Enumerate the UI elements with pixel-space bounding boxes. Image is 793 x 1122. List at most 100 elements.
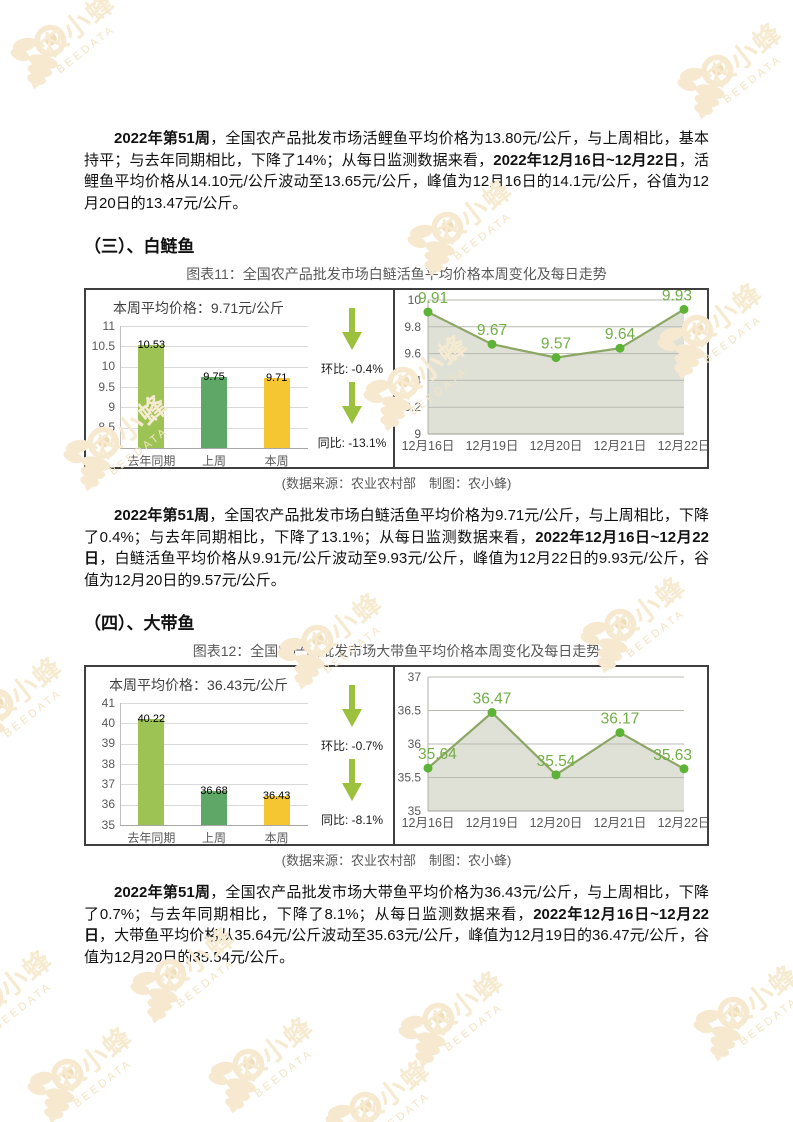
x-axis-date-label: 12月19日 [466,816,519,830]
area-fill [428,712,684,811]
watermark-brand-cn: 农小蜂 [232,1010,320,1089]
data-point-marker [551,353,561,363]
watermark-brand-en: BEEDATA [737,995,793,1048]
y-axis-line [120,703,121,825]
paragraph-carp-summary: 2022年第51周，全国农产品批发市场活鲤鱼平均价格为13.80元/公斤，与上周… [84,128,709,214]
bee-logo-icon [325,1091,382,1122]
bee-logo-icon [0,981,4,1014]
paragraph-silver-carp-summary: 2022年第51周，全国农产品批发市场白鲢活鱼平均价格为9.71元/公斤，与上周… [84,505,709,591]
date-range-bold: 2022年12月16日~12月22日 [493,151,679,169]
bar [138,718,165,825]
bee-logo-icon [317,1080,396,1122]
down-arrow-icon [341,759,363,801]
section-heading-silver-carp: （三）、白鲢鱼 [84,237,195,256]
ratio-panel: 环比: -0.4% 同比: -13.1% [311,290,395,467]
y-axis-tick-label: 35 [101,817,115,832]
data-point-label: 36.17 [601,711,640,728]
yoy-change-label: 同比: -13.1% [317,436,387,450]
x-axis-date-label: 12月16日 [402,816,455,830]
y-axis-tick-label: 37 [408,670,422,684]
y-axis-tick-label: 9.8 [404,320,421,334]
bee-logo-icon [208,1048,265,1114]
y-axis-tick-label: 10 [408,293,422,307]
bar [263,795,290,825]
bee-logo-icon [0,970,17,1060]
y-axis-tick-label: 11 [102,318,115,333]
figure-12-title: 图表12：全国农产品批发市场大带鱼平均价格本周变化及每日走势 [192,643,601,659]
date-range-bold: 2022年12月16日~12月22日 [84,528,709,568]
data-point-label: 9.91 [418,290,448,307]
y-axis-tick-label: 36 [101,797,115,812]
bee-logo-icon [27,1058,84,1122]
data-point-marker [679,304,689,314]
x-axis-date-label: 12月21日 [594,816,647,830]
data-point-marker [551,770,561,780]
x-axis-date-label: 12月19日 [466,439,519,453]
data-point-marker [487,339,497,349]
y-axis-tick-label: 9.6 [404,347,421,361]
line-chart: 9 9.2 9.4 9.6 9.8 109.91 12月16日 9.67 12月19日 9.57 1… [402,290,707,453]
gridline [120,743,308,745]
bee-logo-icon [19,1047,98,1122]
y-axis-tick-label: 39 [101,736,115,751]
y-axis-tick-label: 36 [408,737,422,751]
watermark-brand-cn: 农小蜂 [51,1020,139,1099]
x-axis-category-label: 去年同期 [127,454,176,468]
gridline [120,366,308,368]
y-axis-tick-label: 9.5 [98,379,115,394]
data-point-marker [423,307,433,317]
bar-chart-panel: 本周平均价格：36.43元/公斤 35 36 37 38 39 40 41 40.22 去年同期 3… [86,667,311,845]
paragraph-hairtail-summary: 2022年第51周，全国农产品批发市场大带鱼平均价格为36.43元/公斤，与上周… [84,882,709,968]
bar [138,345,165,448]
section-hairtail: （四）、大带鱼 图表12：全国农产品批发市场大带鱼平均价格本周变化及每日走势 本… [84,613,709,968]
line-chart: 35 35.5 36 36.5 37 35.64 12月16日 36.47 12月19日 35.5… [398,670,707,830]
bee-logo-icon [390,991,469,1081]
y-axis-tick-label: 35.5 [398,771,422,785]
data-point-marker [615,728,625,738]
figure-12-data-source-caption: (数据来源：农业农村部 制图：农小蜂) [281,853,512,868]
gridline [120,703,308,704]
x-axis-date-label: 12月16日 [402,439,455,453]
ratio-panel: 环比: -0.7% 同比: -8.1% [311,667,395,844]
gridline [120,326,308,327]
y-axis-tick-label: 9 [108,399,115,414]
down-arrow-icon [341,382,363,424]
bar-chart-title: 本周平均价格：36.43元/公斤 [109,677,288,693]
data-point-label: 35.54 [537,753,576,770]
figure-11-chart-box: 本周平均价格：9.71元/公斤 8 8.5 9 9.5 10 10.5 11 10.53 去年同期… [84,288,709,469]
y-axis-tick-label: 36.5 [398,704,422,718]
y-axis-tick-label: 9.2 [404,400,421,414]
bar [201,790,227,825]
line-chart-panel: 35 35.5 36 36.5 37 35.64 12月16日 36.47 12月19日 35.5… [395,667,707,844]
line-chart-panel: 9 9.2 9.4 9.6 9.8 10 9.91 12月16日 9.67 12月19日 9.57 1… [395,290,707,467]
gridline [120,346,308,348]
x-axis-date-label: 12月20日 [530,816,583,830]
watermark-brand-en: BEEDATA [0,980,55,1033]
paragraph-text: ，全国农产品批发市场白鲢活鱼平均价格为9.71元/公斤，与上周相比，下降了0.4… [84,507,709,546]
gridline [120,723,308,725]
bar-value-label: 36.68 [200,784,228,797]
watermark-text: 农小蜂 BEEDATA [345,1048,446,1122]
y-axis-tick-label: 38 [101,756,115,771]
data-point-marker [615,343,625,353]
beedata-watermark: 农小蜂 BEEDATA [325,1033,495,1122]
bar-chart-title: 本周平均价格：9.71元/公斤 [112,300,285,316]
data-point-label: 9.64 [605,326,636,343]
beedata-watermark: 农小蜂 BEEDATA [208,990,378,1120]
figure-11-data-source-caption: (数据来源：农业农村部 制图：农小蜂) [281,476,512,491]
data-point-label: 35.63 [653,747,692,764]
x-axis-date-label: 12月21日 [594,439,647,453]
wow-change-label: 环比: -0.4% [320,362,384,376]
y-axis-tick-label: 41 [101,695,115,710]
section-heading-hairtail: （四）、大带鱼 [84,614,195,633]
data-point-label: 36.47 [473,691,512,708]
x-axis-category-label: 上周 [201,454,226,468]
x-axis-date-label: 12月22日 [658,439,707,453]
y-axis-tick-label: 37 [101,776,115,791]
y-axis-tick-label: 10.5 [91,338,115,353]
paragraph-text: ，白鲢活鱼平均价格从9.91元/公斤波动至9.93元/公斤，峰值为12月22日的… [84,550,709,589]
paragraph-text: ，活鲤鱼平均价格从14.10元/公斤波动至13.65元/公斤，峰值为12月16日… [84,151,709,212]
data-point-label: 9.67 [477,322,507,339]
bar-chart-panel: 本周平均价格：9.71元/公斤 8 8.5 9 9.5 10 10.5 11 10.53 去年同期… [86,290,311,468]
down-arrow-icon [341,685,363,727]
